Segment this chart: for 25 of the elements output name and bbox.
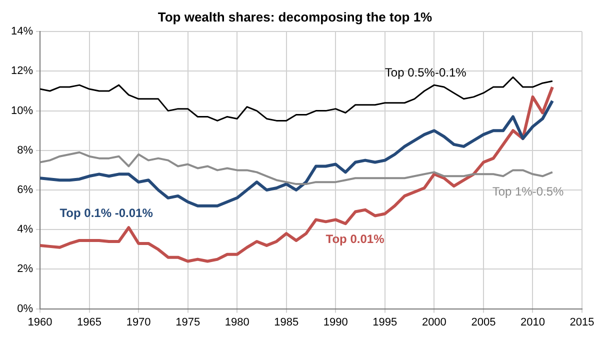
series-label: Top 1%-0.5% (492, 184, 564, 198)
series-label: Top 0.01% (326, 232, 385, 246)
x-tick-label: 1975 (176, 316, 200, 328)
x-tick-label: 1985 (274, 316, 299, 328)
x-tick-label: 1960 (28, 316, 52, 328)
y-tick-label: 6% (17, 184, 34, 196)
chart-title: Top wealth shares: decomposing the top 1% (158, 9, 433, 24)
y-tick-label: 12% (10, 65, 34, 78)
x-tick-label: 2010 (520, 316, 545, 328)
x-tick-label: 1965 (77, 316, 102, 328)
x-tick-label: 1990 (323, 316, 348, 328)
y-tick-label: 8% (17, 144, 34, 156)
x-tick-label: 1970 (126, 316, 151, 328)
y-tick-label: 14% (10, 26, 34, 38)
x-tick-label: 2000 (422, 316, 446, 328)
y-tick-label: 0% (17, 302, 34, 315)
y-tick-label: 2% (17, 263, 34, 276)
series-label: Top 0.5%-0.1% (384, 65, 467, 80)
series-label: Top 0.1% -0.01% (60, 206, 154, 220)
y-tick-label: 10% (10, 104, 34, 117)
x-tick-label: 1980 (224, 316, 250, 328)
y-tick-label: 4% (17, 224, 34, 236)
x-tick-label: 1995 (372, 316, 398, 328)
x-tick-label: 2015 (570, 316, 594, 328)
x-tick-label: 2005 (471, 316, 496, 328)
